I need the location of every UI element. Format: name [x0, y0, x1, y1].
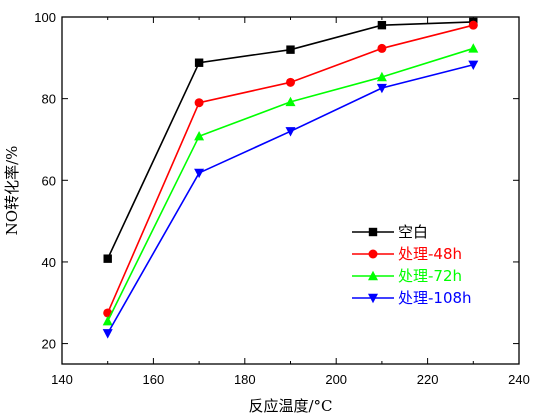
- x-axis: 140 160 180 200 220 240: [51, 17, 530, 387]
- x-axis-title: 反应温度/°C: [248, 397, 332, 415]
- x-tick-label: 160: [143, 372, 165, 387]
- y-tick-label: 20: [42, 337, 56, 352]
- data-point: [377, 43, 387, 53]
- series-1: [103, 20, 478, 318]
- legend-label: 处理-48h: [398, 245, 462, 263]
- data-point: [468, 43, 479, 53]
- legend-marker: [368, 249, 378, 259]
- legend-marker: [368, 270, 378, 281]
- data-point: [194, 58, 204, 67]
- data-point: [103, 254, 112, 263]
- data-point: [286, 45, 295, 54]
- legend-item: 处理-48h: [352, 245, 462, 263]
- data-point: [102, 329, 113, 339]
- y-tick-label: 80: [42, 92, 56, 107]
- data-point: [285, 127, 296, 137]
- y-tick-label: 100: [34, 10, 56, 25]
- y-tick-label: 40: [42, 255, 56, 270]
- series-3: [102, 60, 479, 339]
- data-point: [376, 83, 387, 94]
- legend-marker: [368, 293, 378, 304]
- legend-item: 处理-72h: [352, 267, 462, 285]
- legend-item: 处理-108h: [352, 289, 472, 307]
- x-tick-label: 240: [508, 372, 530, 387]
- series-2: [102, 43, 479, 326]
- data-point: [285, 96, 296, 107]
- data-point: [102, 315, 113, 326]
- data-point: [468, 20, 478, 30]
- y-axis-title: NO转化率/%: [3, 146, 21, 236]
- data-point: [286, 77, 295, 87]
- plot-frame: [61, 16, 520, 365]
- data-point: [194, 168, 205, 179]
- y-tick-label: 60: [42, 173, 56, 188]
- series-layer: [102, 17, 479, 339]
- legend-label: 处理-108h: [398, 289, 472, 307]
- data-point: [376, 71, 387, 82]
- data-point: [194, 131, 205, 141]
- data-point: [194, 98, 204, 108]
- y-axis: 20 40 60 80 100: [34, 10, 519, 352]
- data-point: [468, 60, 479, 70]
- legend-label: 空白: [398, 223, 428, 241]
- legend-label: 处理-72h: [398, 267, 462, 285]
- x-tick-label: 180: [234, 372, 256, 387]
- x-tick-label: 220: [417, 372, 439, 387]
- plot-area: [61, 16, 520, 365]
- legend-item: 空白: [352, 223, 428, 241]
- x-tick-label: 200: [325, 372, 347, 387]
- legend-marker: [368, 227, 378, 237]
- x-tick-label: 140: [51, 372, 73, 387]
- data-point: [377, 20, 387, 30]
